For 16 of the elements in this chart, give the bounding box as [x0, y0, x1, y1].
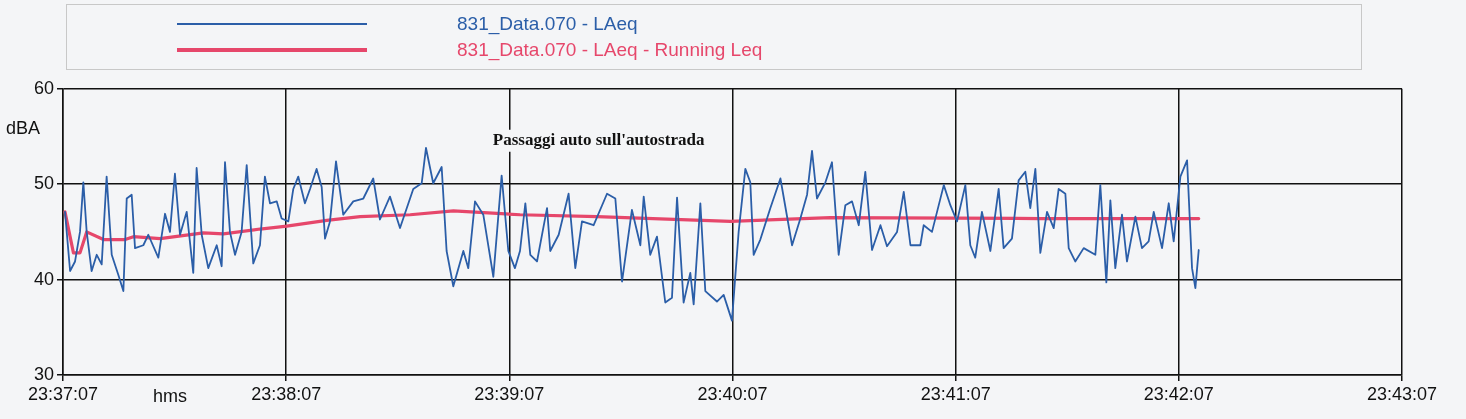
y-tick-label: 60: [33, 77, 54, 98]
x-tick-label: 23:43:07: [1366, 383, 1438, 404]
y-axis-title: dBA: [6, 117, 41, 138]
y-tick-label: 30: [33, 363, 54, 384]
text: 831_Data.070 - LAeq: [457, 13, 638, 35]
y-tick-label: 50: [33, 173, 54, 194]
x-tick-label: 23:37:07: [27, 383, 99, 404]
x-axis-title: hms: [153, 385, 188, 406]
x-tick-label: 23:38:07: [251, 383, 322, 404]
x-tick-label: 23:42:07: [1143, 383, 1214, 404]
text: 831_Data.070 - LAeq - Running Leq: [457, 39, 763, 61]
x-tick-label: 23:40:07: [697, 383, 768, 404]
annotation: Passaggi auto sull'autostrada: [492, 130, 705, 150]
x-tick-label: 23:41:07: [920, 383, 991, 404]
y-tick-label: 40: [33, 268, 54, 289]
x-tick-label: 23:39:07: [474, 383, 545, 404]
